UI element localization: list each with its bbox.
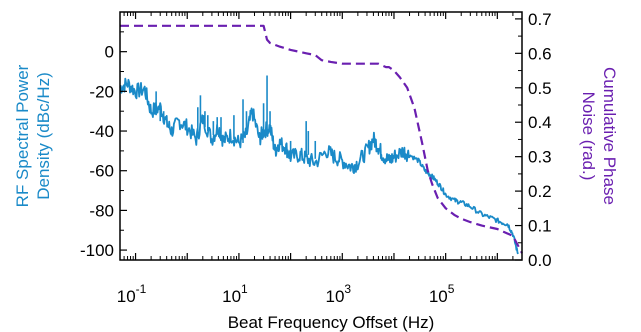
- y-right-tick-label: 0.0: [528, 251, 552, 270]
- y-right-axis-label-line: Noise (rad.): [579, 92, 598, 181]
- y-right-tick-label: 0.5: [528, 79, 552, 98]
- y-left-tick-label: 0: [105, 43, 114, 62]
- x-tick-label-exponent: -1: [136, 282, 147, 296]
- x-tick-label-base: 10: [117, 287, 136, 306]
- y-right-tick-label: 0.2: [528, 182, 552, 201]
- x-tick-label-base: 10: [325, 287, 344, 306]
- x-tick-label-base: 10: [429, 287, 448, 306]
- y-right-tick-label: 0.4: [528, 113, 552, 132]
- y-left-axis-label-line: RF Spectral Power: [13, 64, 32, 207]
- y-right-tick-label: 0.3: [528, 148, 552, 167]
- y-right-tick-label: 0.6: [528, 44, 552, 63]
- x-axis-label: Beat Frequency Offset (Hz): [228, 313, 435, 332]
- y-left-tick-label: -40: [89, 122, 114, 141]
- x-tick-label-exponent: 3: [344, 282, 351, 296]
- data-layer: [119, 24, 523, 255]
- y-right-axis-label-line: Cumulative Phase: [600, 67, 619, 205]
- psd-trace: [119, 77, 519, 255]
- y-left-tick-label: -80: [89, 201, 114, 220]
- cumulative-phase-noise-trace: [120, 24, 523, 254]
- x-tick-label-base: 10: [222, 287, 241, 306]
- plot-frame: [119, 11, 523, 261]
- x-tick-label: 103: [325, 282, 351, 306]
- y-left-tick-label: -20: [89, 82, 114, 101]
- x-tick-label: 101: [222, 282, 248, 306]
- x-tick-label-exponent: 5: [448, 282, 455, 296]
- y-left-tick-label: -60: [89, 162, 114, 181]
- x-tick-label-exponent: 1: [241, 282, 248, 296]
- x-tick-label: 105: [429, 282, 455, 306]
- y-left-axis-label-line: Density (dBc/Hz): [34, 72, 53, 200]
- x-tick-label: 10-1: [117, 282, 147, 306]
- y-right-tick-label: 0.7: [528, 10, 552, 29]
- y-left-tick-label: -100: [80, 241, 114, 260]
- tick-layer: 10-1 101 103 105-100-80-60-40-2000.00.10.20…: [80, 10, 552, 306]
- y-left-axis-label: RF Spectral Power Density (dBc/Hz): [13, 64, 53, 207]
- y-right-tick-label: 0.1: [528, 217, 552, 236]
